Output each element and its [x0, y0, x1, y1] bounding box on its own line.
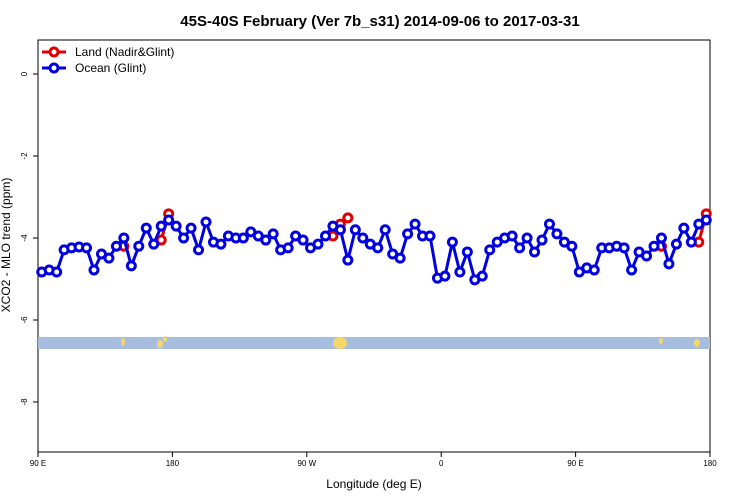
- data-point: [133, 240, 145, 252]
- data-point: [349, 224, 361, 236]
- data-point: [88, 264, 100, 276]
- y-tick-label: -8: [20, 398, 29, 406]
- data-point: [700, 214, 712, 226]
- data-point: [566, 240, 578, 252]
- data-point: [670, 238, 682, 250]
- data-point: [521, 232, 533, 244]
- data-point: [125, 260, 137, 272]
- data-point: [237, 232, 249, 244]
- data-point: [626, 264, 638, 276]
- data-point: [536, 234, 548, 246]
- data-point: [454, 266, 466, 278]
- data-point: [424, 230, 436, 242]
- y-tick-label: 0: [20, 71, 29, 76]
- data-point: [118, 232, 130, 244]
- data-point: [402, 228, 414, 240]
- legend-label: Ocean (Glint): [75, 61, 146, 75]
- data-point: [618, 242, 630, 254]
- data-point: [685, 236, 697, 248]
- x-tick-label: 90 E: [30, 459, 46, 468]
- x-axis-label: Longitude (deg E): [326, 477, 421, 491]
- x-tick-label: 180: [166, 459, 180, 468]
- data-point: [193, 244, 205, 256]
- data-point: [342, 212, 354, 224]
- data-point: [51, 266, 63, 278]
- data-point: [506, 230, 518, 242]
- data-point: [409, 218, 421, 230]
- data-point: [394, 252, 406, 264]
- x-tick-label: 90 W: [297, 459, 316, 468]
- data-point: [655, 232, 667, 244]
- data-point: [163, 214, 175, 226]
- data-point: [319, 230, 331, 242]
- data-point: [663, 258, 675, 270]
- data-point: [110, 240, 122, 252]
- data-point: [476, 270, 488, 282]
- data-point: [641, 250, 653, 262]
- data-point: [140, 222, 152, 234]
- data-point: [215, 238, 227, 250]
- data-point: [648, 240, 660, 252]
- legend-marker: [48, 62, 60, 74]
- data-point: [439, 270, 451, 282]
- y-tick-label: -6: [20, 316, 29, 324]
- data-point: [200, 216, 212, 228]
- data-point: [170, 220, 182, 232]
- data-point: [178, 232, 190, 244]
- data-point: [514, 242, 526, 254]
- data-point: [588, 264, 600, 276]
- data-point: [551, 228, 563, 240]
- data-point: [155, 220, 167, 232]
- data-point: [103, 252, 115, 264]
- data-point: [185, 222, 197, 234]
- data-point: [260, 234, 272, 246]
- data-point: [357, 232, 369, 244]
- data-point: [379, 224, 391, 236]
- land-mask-strip: [38, 336, 710, 349]
- data-point: [543, 218, 555, 230]
- data-point: [267, 228, 279, 240]
- x-tick-label: 90 E: [567, 459, 583, 468]
- data-point: [312, 238, 324, 250]
- data-point: [334, 224, 346, 236]
- x-tick-label: 0: [439, 459, 444, 468]
- plot-frame: [37, 39, 711, 453]
- legend-label: Land (Nadir&Glint): [75, 45, 174, 59]
- data-point: [372, 242, 384, 254]
- data-point: [446, 236, 458, 248]
- data-point: [282, 242, 294, 254]
- legend-marker: [48, 46, 60, 58]
- data-point: [342, 254, 354, 266]
- data-point: [297, 234, 309, 246]
- data-point: [148, 238, 160, 250]
- y-tick-label: -2: [20, 152, 29, 160]
- data-point: [678, 222, 690, 234]
- x-tick-label: 180: [703, 459, 717, 468]
- chart-title: 45S-40S February (Ver 7b_s31) 2014-09-06…: [180, 13, 579, 30]
- y-tick-label: -4: [20, 234, 29, 242]
- data-point: [484, 244, 496, 256]
- y-axis-label: XCO2 - MLO trend (ppm): [0, 178, 13, 313]
- data-point: [81, 242, 93, 254]
- data-point: [461, 246, 473, 258]
- data-point: [529, 246, 541, 258]
